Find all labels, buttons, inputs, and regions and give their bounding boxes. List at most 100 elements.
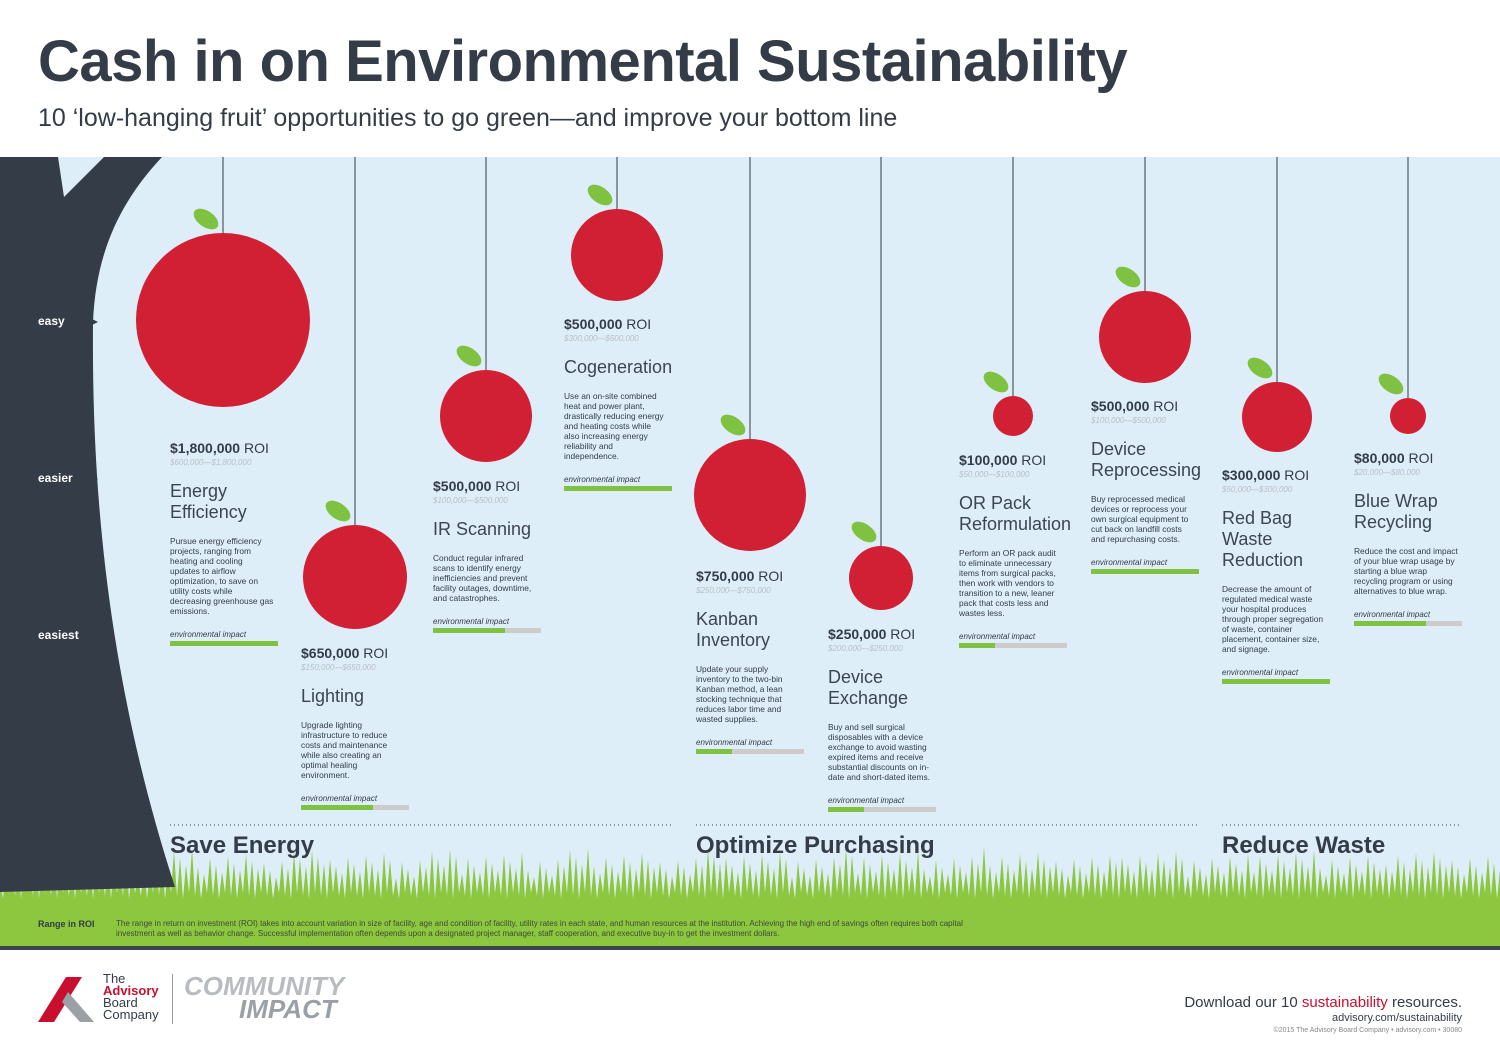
roi-amount: $750,000 bbox=[696, 568, 755, 584]
leaf bbox=[325, 500, 351, 522]
apple bbox=[1390, 398, 1426, 434]
roi-amount: $100,000 bbox=[959, 452, 1018, 468]
roi-range: $150,000—$650,000 bbox=[301, 663, 376, 672]
opportunity: $650,000 ROI $150,000—$650,000 Lighting Upg… bbox=[301, 645, 413, 810]
logo-line: Company bbox=[103, 1007, 159, 1022]
roi: $250,000 ROI bbox=[828, 626, 940, 642]
roi-range: $20,000—$80,000 bbox=[1354, 468, 1420, 477]
leaf bbox=[851, 521, 877, 543]
category: Reduce Waste bbox=[1222, 832, 1386, 859]
roi: $1,800,000 ROI bbox=[170, 440, 282, 456]
roi-range: $250,000—$750,000 bbox=[696, 586, 771, 595]
download-text: resources. bbox=[1391, 994, 1462, 1011]
impact-fill bbox=[828, 807, 864, 812]
roi-label: ROI bbox=[626, 316, 652, 332]
ease-label: easy bbox=[38, 314, 65, 328]
apple bbox=[303, 525, 407, 629]
impact-fill bbox=[170, 641, 278, 646]
description: Conduct regular infrared scans to identi… bbox=[433, 553, 532, 603]
impact-fill bbox=[433, 628, 506, 633]
roi-label: ROI bbox=[495, 478, 521, 494]
community-line: IMPACT bbox=[239, 994, 337, 1024]
roi-amount: $650,000 bbox=[301, 645, 360, 661]
opportunity-title: Red Bag Waste Reduction bbox=[1222, 508, 1304, 570]
leaf bbox=[1247, 357, 1273, 379]
description: Buy and sell surgical disposables with a… bbox=[828, 722, 930, 782]
impact-label: environmental impact bbox=[1091, 558, 1168, 567]
roi: $500,000 ROI bbox=[1091, 398, 1203, 414]
roi-amount: $500,000 bbox=[564, 316, 623, 332]
roi-amount: $250,000 bbox=[828, 626, 887, 642]
description: Use an on-site combined heat and power p… bbox=[564, 391, 664, 461]
scene bbox=[0, 157, 1500, 950]
category: Optimize Purchasing bbox=[696, 832, 935, 859]
roi-amount: $500,000 bbox=[1091, 398, 1150, 414]
download-link[interactable]: sustainability bbox=[1301, 994, 1388, 1011]
impact-bar bbox=[564, 486, 672, 491]
footnote-label: Range in ROI bbox=[38, 919, 95, 929]
leaf bbox=[456, 345, 482, 367]
roi-range: $100,000—$500,000 bbox=[433, 496, 508, 505]
roi-range: $600,000—$1,800,000 bbox=[170, 458, 252, 467]
impact-label: environmental impact bbox=[301, 794, 378, 803]
opportunity-title: Lighting bbox=[301, 686, 365, 706]
opportunity-title: Device Reprocessing bbox=[1091, 439, 1202, 480]
opportunity: $500,000 ROI $100,000—$500,000 Device Repr… bbox=[1091, 398, 1203, 574]
impact-bar bbox=[433, 628, 541, 633]
leaf bbox=[193, 208, 219, 230]
apple bbox=[571, 209, 663, 301]
grass-base bbox=[0, 902, 1500, 948]
impact-bar bbox=[301, 805, 409, 810]
impact-bar bbox=[959, 643, 1067, 648]
impact-bar bbox=[1222, 679, 1330, 684]
roi: $750,000 ROI bbox=[696, 568, 808, 584]
description: Perform an OR pack audit to eliminate un… bbox=[959, 548, 1056, 618]
logo-line: Advisory bbox=[103, 983, 159, 998]
description: Upgrade lighting infrastructure to reduc… bbox=[301, 720, 388, 780]
impact-bar bbox=[1091, 569, 1199, 574]
opportunity-title: IR Scanning bbox=[433, 519, 532, 539]
roi-label: ROI bbox=[758, 568, 784, 584]
impact-label: environmental impact bbox=[959, 632, 1036, 641]
apple bbox=[1242, 382, 1312, 452]
apple bbox=[440, 370, 532, 462]
ease-notch bbox=[88, 317, 98, 327]
roi-range: $300,000—$500,000 bbox=[564, 334, 639, 343]
roi-range: $50,000—$100,000 bbox=[959, 470, 1030, 479]
community-impact: COMMUNITY IMPACT bbox=[184, 973, 344, 1024]
roi-label: ROI bbox=[890, 626, 916, 642]
url[interactable]: advisory.com/sustainability bbox=[1331, 1012, 1462, 1024]
opportunity: $300,000 ROI $50,000—$300,000 Red Bag Wast… bbox=[1222, 467, 1334, 684]
description: Reduce the cost and impact of your blue … bbox=[1354, 546, 1458, 596]
impact-label: environmental impact bbox=[1354, 610, 1431, 619]
apple bbox=[694, 439, 806, 551]
roi-range: $100,000—$500,000 bbox=[1091, 416, 1166, 425]
impact-fill bbox=[1091, 569, 1199, 574]
opportunity: $500,000 ROI $100,000—$500,000 IR Scanning… bbox=[433, 478, 545, 633]
impact-label: environmental impact bbox=[1222, 668, 1299, 677]
impact-label: environmental impact bbox=[433, 617, 510, 626]
roi: $500,000 ROI bbox=[564, 316, 676, 332]
logo-text: The Advisory Board Company bbox=[103, 972, 159, 1022]
opportunity-title: Kanban Inventory bbox=[696, 609, 771, 650]
roi-label: ROI bbox=[1021, 452, 1047, 468]
tree-trunk bbox=[0, 157, 175, 892]
divider bbox=[172, 974, 173, 1024]
roi-amount: $80,000 bbox=[1354, 450, 1405, 466]
impact-fill bbox=[1222, 679, 1330, 684]
opportunity: $100,000 ROI $50,000—$100,000 OR Pack Refo… bbox=[959, 452, 1071, 648]
apple bbox=[1099, 291, 1191, 383]
opportunity-title: Blue Wrap Recycling bbox=[1354, 491, 1438, 532]
ease-label: easiest bbox=[38, 628, 79, 642]
impact-bar bbox=[828, 807, 936, 812]
logo-mark bbox=[38, 977, 94, 1022]
roi: $300,000 ROI bbox=[1222, 467, 1334, 483]
impact-bar bbox=[696, 749, 804, 754]
impact-label: environmental impact bbox=[828, 796, 905, 805]
impact-fill bbox=[301, 805, 374, 810]
panel-edge bbox=[0, 946, 1500, 950]
roi-amount: $500,000 bbox=[433, 478, 492, 494]
roi-range: $200,000—$250,000 bbox=[828, 644, 903, 653]
roi-label: ROI bbox=[363, 645, 389, 661]
title: Cash in on Environmental Sustainability bbox=[38, 29, 1128, 94]
